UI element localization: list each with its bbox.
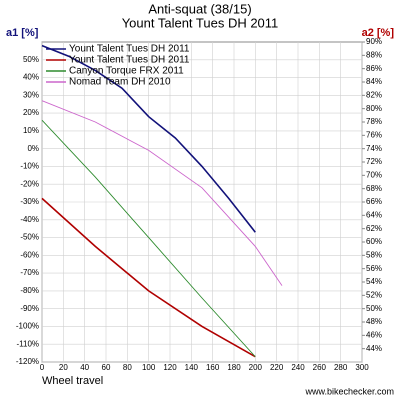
y2-tick-label: 82% — [366, 90, 382, 99]
y2-tick-label: 66% — [366, 197, 382, 206]
y-tick-label: -60% — [20, 250, 39, 259]
x-tick-label: 60 — [102, 363, 111, 372]
y2-tick-label: 70% — [366, 170, 382, 179]
y2-tick-label: 62% — [366, 224, 382, 233]
y2-tick-label: 76% — [366, 130, 382, 139]
y2-tick-label: 84% — [366, 77, 382, 86]
y2-tick-label: 80% — [366, 104, 382, 113]
series-line — [41, 119, 256, 358]
y2-tick-label: 90% — [366, 37, 382, 46]
y2-tick-label: 56% — [366, 264, 382, 273]
x-tick-label: 40 — [80, 363, 89, 372]
y-tick-label: -90% — [20, 304, 39, 313]
x-tick-label: 260 — [313, 363, 327, 372]
y-tick-label: -100% — [16, 322, 39, 331]
legend-label: Nomad Team DH 2010 — [69, 77, 171, 88]
y2-tick-label: 78% — [366, 117, 382, 126]
y-tick-label: -30% — [20, 197, 39, 206]
y2-tick-label: 88% — [366, 50, 382, 59]
source: www.bikechecker.com — [304, 386, 394, 396]
x-tick-label: 240 — [291, 363, 305, 372]
y2-tick-label: 74% — [366, 144, 382, 153]
x-tick-label: 100 — [142, 363, 156, 372]
y-tick-label: 10% — [23, 126, 39, 135]
chart-title: Anti-squat (38/15) — [148, 1, 251, 16]
x-tick-label: 80 — [123, 363, 132, 372]
y-tick-label: -50% — [20, 233, 39, 242]
y-tick-label: -110% — [16, 339, 39, 348]
x-tick-label: 200 — [249, 363, 263, 372]
x-tick-label: 160 — [206, 363, 220, 372]
y2-tick-label: 64% — [366, 210, 382, 219]
x-tick-label: 120 — [163, 363, 177, 372]
y-tick-label: 20% — [23, 108, 39, 117]
y-tick-label: -40% — [20, 215, 39, 224]
y2-tick-label: 54% — [366, 277, 382, 286]
y2-tick-label: 50% — [366, 304, 382, 313]
y2-axis-label: a2 [%] — [362, 27, 395, 39]
y-axis-label: a1 [%] — [6, 27, 39, 39]
series-line — [41, 44, 256, 233]
y-tick-label: -120% — [16, 357, 39, 366]
y2-tick-label: 44% — [366, 344, 382, 353]
chart-subtitle: Yount Talent Tues DH 2011 — [122, 15, 279, 30]
y2-tick-label: 52% — [366, 290, 382, 299]
y-tick-label: 50% — [23, 55, 39, 64]
y-tick-label: -70% — [20, 268, 39, 277]
series-line — [41, 197, 256, 358]
y-tick-label: -10% — [20, 162, 39, 171]
x-tick-label: 0 — [40, 363, 45, 372]
y2-tick-label: 48% — [366, 317, 382, 326]
x-tick-label: 140 — [185, 363, 199, 372]
y2-tick-label: 68% — [366, 184, 382, 193]
x-tick-label: 20 — [59, 363, 68, 372]
y2-tick-label: 60% — [366, 237, 382, 246]
x-tick-label: 220 — [270, 363, 284, 372]
x-tick-label: 180 — [227, 363, 241, 372]
y2-tick-label: 86% — [366, 64, 382, 73]
y-tick-label: 30% — [23, 90, 39, 99]
y-tick-label: 40% — [23, 73, 39, 82]
y2-tick-label: 72% — [366, 157, 382, 166]
x-tick-label: 280 — [334, 363, 348, 372]
x-tick-label: 300 — [355, 363, 369, 372]
legend-label: Yount Talent Tues DH 2011 — [69, 44, 190, 55]
y-tick-label: 0% — [27, 144, 39, 153]
y2-tick-label: 46% — [366, 330, 382, 339]
legend-label: Yount Talent Tues DH 2011 — [69, 55, 190, 66]
series-line — [41, 100, 283, 286]
y-tick-label: -20% — [20, 179, 39, 188]
x-axis-label: Wheel travel — [42, 375, 103, 387]
y2-tick-label: 58% — [366, 250, 382, 259]
y-tick-label: -80% — [20, 286, 39, 295]
legend-label: Canyon Torque FRX 2011 — [69, 66, 184, 77]
